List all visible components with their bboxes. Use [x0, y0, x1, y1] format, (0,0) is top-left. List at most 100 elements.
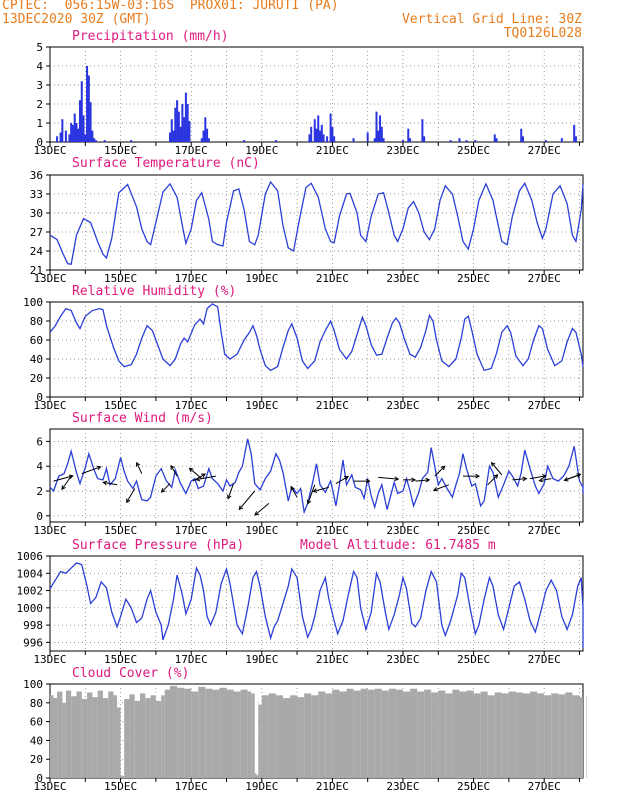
temp-ytick-label: 36 — [30, 169, 43, 182]
precip-ytick-label: 2 — [36, 98, 43, 111]
precip-xtick-label: 17DEC — [175, 144, 208, 157]
pres-ytick-label: 1004 — [17, 567, 44, 580]
temp-ytick-label: 24 — [30, 245, 44, 258]
rh-xtick-label: 21DEC — [316, 399, 349, 412]
precip-bar — [89, 102, 92, 142]
station-header: CPTEC: 056:15W-03:16S PROX01: JURUTI (PA… — [2, 0, 339, 13]
rh-xtick-label: 17DEC — [175, 399, 208, 412]
cloud-bar — [81, 699, 88, 778]
wind-vector — [564, 474, 580, 481]
cloud-bar — [290, 695, 298, 778]
precip-bar — [322, 134, 325, 142]
cloud-bar — [198, 686, 206, 778]
cloud-bar — [65, 690, 72, 778]
rh-ytick-label: 80 — [30, 315, 43, 328]
precip-bar — [79, 100, 82, 142]
precip-bar — [520, 128, 523, 142]
cloud-bar — [76, 691, 82, 778]
wind-vector-head — [541, 474, 547, 479]
precip-xtick-label: 21DEC — [316, 144, 349, 157]
cloud-bar — [572, 695, 580, 778]
wind-vector — [189, 467, 203, 479]
cloud-bar — [150, 695, 156, 778]
pres-ytick-label: 998 — [23, 619, 43, 632]
precip-bar — [380, 126, 383, 142]
wind-ytick-label: 2 — [36, 485, 43, 498]
wind-ytick-label: 0 — [36, 510, 43, 523]
temp-ytick-label: 33 — [30, 188, 43, 201]
pres-xtick-label: 17DEC — [175, 653, 208, 666]
precip-xtick-label: 27DEC — [528, 144, 561, 157]
precip-bar — [329, 113, 332, 142]
wind-vector-head — [432, 486, 438, 492]
cloud-bar — [233, 691, 241, 778]
precip-bar — [560, 138, 563, 142]
precip-bar — [169, 132, 172, 142]
cloud-bar — [219, 687, 227, 778]
wind-series-line — [49, 438, 584, 515]
cloud-bar — [134, 700, 141, 778]
cloud-bar — [145, 698, 151, 778]
cloud-ytick-label: 0 — [36, 772, 43, 785]
precip-bar — [94, 140, 97, 142]
precip-bar — [188, 121, 191, 142]
temp-xtick-label: 15DEC — [104, 272, 137, 285]
wind-vector — [434, 465, 446, 477]
pres-series-line — [49, 562, 584, 649]
precip-xtick-label: 15DEC — [104, 144, 137, 157]
wind-vector-head — [365, 478, 371, 484]
pres-ytick-label: 1002 — [17, 585, 44, 598]
wind-vector — [415, 479, 430, 482]
pres-ytick-label: 1000 — [17, 602, 44, 615]
wind-ytick-label: 6 — [36, 435, 43, 448]
precip-ytick-label: 5 — [36, 41, 43, 54]
precip-bar — [352, 138, 355, 142]
cloud-xtick-label: 21DEC — [316, 780, 349, 793]
precip-bar — [84, 134, 87, 142]
cloud-ytick-label: 40 — [30, 734, 43, 747]
cloud-bar — [87, 692, 93, 778]
precip-bar — [174, 107, 177, 142]
cloud-bar — [304, 693, 312, 778]
cloud-bar — [388, 688, 396, 778]
cloud-bar — [261, 695, 269, 778]
wind-vector — [61, 475, 72, 490]
wind-vector-head — [312, 488, 318, 493]
cloud-bar — [247, 691, 252, 778]
precip-bar — [202, 130, 205, 142]
precip-bar — [86, 66, 89, 142]
precip-bar — [320, 124, 323, 142]
precip-bar — [200, 138, 203, 142]
precip-bar — [77, 128, 80, 142]
precip-bar — [56, 136, 59, 142]
cloud-bar — [544, 695, 552, 778]
precip-bar — [574, 136, 577, 142]
cloud-bar — [254, 773, 257, 778]
wind-vector-head — [68, 474, 74, 480]
cloud-bar — [113, 695, 118, 778]
rh-xtick-label: 19DEC — [245, 399, 278, 412]
cloud-bar — [346, 688, 354, 778]
cloud-bar — [360, 688, 368, 778]
wind-vector-head — [195, 476, 201, 482]
cloud-bar — [565, 692, 573, 778]
rh-ytick-label: 40 — [30, 353, 43, 366]
wind-vector-head — [254, 511, 260, 516]
precip-bar — [176, 100, 179, 142]
cloud-bar — [325, 693, 333, 778]
pres-title: Surface Pressure (hPa) — [72, 538, 245, 553]
precip-xtick-label: 25DEC — [457, 144, 490, 157]
wind-vector — [378, 476, 399, 480]
wind-vector-head — [306, 499, 312, 505]
temp-frame — [49, 174, 584, 271]
cloud-bar — [205, 688, 213, 778]
wind-vector-head — [170, 464, 175, 470]
cloud-bar — [367, 689, 375, 778]
wind-vector — [529, 475, 546, 480]
wind-vector — [512, 478, 527, 481]
precip-ytick-label: 0 — [36, 136, 43, 149]
cloud-bar — [191, 691, 199, 778]
cloud-bar — [311, 695, 319, 778]
cloud-bar — [494, 692, 502, 778]
